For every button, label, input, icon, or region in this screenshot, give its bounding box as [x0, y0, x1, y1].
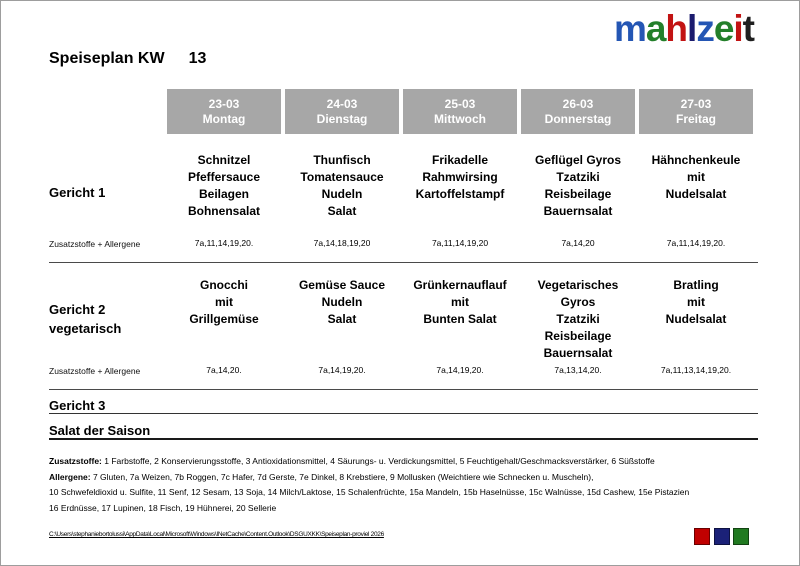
meal-cell: Thunfisch Tomatensauce Nudeln Salat — [300, 153, 384, 218]
allergene-label: Allergene: — [49, 471, 91, 482]
logo-letter: e — [713, 8, 735, 49]
allergen-cell: 7a,14,19,20. — [436, 365, 484, 375]
day-header-montag: 23-03 Montag — [167, 89, 281, 134]
meal-cell: Gnocchi mit Grillgemüse — [189, 278, 259, 326]
mahlzeit-logo: mahlzeit — [613, 7, 755, 51]
day-date: 25-03 — [444, 96, 476, 111]
section-divider — [49, 262, 758, 263]
page-title-label: Speiseplan KW — [49, 50, 165, 67]
meal-cell: Geflügel Gyros Tzatziki Reisbeilage Baue… — [534, 153, 622, 218]
salat-der-saison-label: Salat der Saison — [49, 423, 151, 438]
document-file-path: C:\Users\stephaniebortolussi\AppData\Loc… — [49, 531, 384, 538]
day-name: Freitag — [675, 111, 716, 126]
logo-letter: a — [645, 8, 667, 49]
allergen-cell: 7a,11,13,14,19,20. — [660, 365, 732, 375]
allergen-row-label: Zusatzstoffe + Allergene — [49, 366, 141, 376]
logo-letter: l — [687, 8, 697, 49]
day-header-dienstag: 24-03 Dienstag — [285, 89, 399, 134]
footer-square-red — [694, 528, 710, 545]
day-header-mittwoch: 25-03 Mittwoch — [403, 89, 517, 134]
allergen-cell: 7a,11,14,19,20. — [666, 238, 726, 248]
day-date: 27-03 — [680, 96, 712, 111]
logo-letter: i — [733, 8, 743, 49]
day-name: Donnerstag — [544, 111, 612, 126]
week-number: 13 — [188, 50, 207, 67]
meal-cell: Bratling mit Nudelsalat — [665, 278, 727, 326]
legend-line-allergene: Allergene: 7 Gluten, 7a Weizen, 7b Rogge… — [49, 470, 769, 486]
gericht1-label: Gericht 1 — [49, 185, 106, 200]
day-date: 26-03 — [562, 96, 594, 111]
salat-underline — [49, 438, 758, 440]
footer-square-blue — [714, 528, 730, 545]
allergen-cell: 7a,14,18,19,20 — [313, 238, 371, 248]
meal-cell: Frikadelle Rahmwirsing Kartoffelstampf — [415, 153, 505, 201]
logo-letter: h — [665, 8, 688, 49]
footer-square-green — [733, 528, 749, 545]
allergen-cell: 7a,14,20 — [561, 238, 595, 248]
allergen-cell: 7a,14,20. — [206, 365, 242, 375]
section-divider — [49, 389, 758, 390]
gericht3-underline — [49, 413, 758, 414]
allergen-cell: 7a,11,14,19,20 — [431, 238, 489, 248]
meal-cell: Hähnchenkeule mit Nudelsalat — [651, 153, 741, 201]
zusatzstoffe-text: 1 Farbstoffe, 2 Konservierungsstoffe, 3 … — [101, 456, 655, 466]
meal-cell: Schnitzel Pfeffersauce Beilagen Bohnensa… — [187, 153, 261, 218]
gericht2-label: Gericht 2 vegetarisch — [49, 302, 122, 336]
day-date: 24-03 — [326, 96, 358, 111]
allergen-cell: 7a,13,14,20. — [554, 365, 602, 375]
day-name: Mittwoch — [434, 111, 486, 126]
day-header-donnerstag: 26-03 Donnerstag — [521, 89, 635, 134]
legend-line-allergene-3: 16 Erdnüsse, 17 Lupinen, 18 Fisch, 19 Hü… — [49, 503, 277, 514]
meal-cell: Vegetarisches Gyros Tzatziki Reisbeilage… — [537, 278, 619, 360]
legend-line-allergene-2: 10 Schwefeldioxid u. Sulfite, 11 Senf, 1… — [49, 487, 690, 498]
day-header-freitag: 27-03 Freitag — [639, 89, 753, 134]
legend-line-zusatzstoffe: Zusatzstoffe: 1 Farbstoffe, 2 Konservier… — [49, 454, 769, 470]
day-name: Dienstag — [316, 111, 368, 126]
logo-letter: m — [613, 8, 647, 49]
allergene-text: 7 Gluten, 7a Weizen, 7b Roggen, 7c Hafer… — [90, 471, 594, 482]
logo-letter: z — [696, 8, 714, 49]
meal-cell: Gemüse Sauce Nudeln Salat — [298, 278, 386, 326]
allergen-row-label: Zusatzstoffe + Allergene — [49, 239, 141, 249]
day-name: Montag — [202, 111, 246, 126]
page-title: Speiseplan KW 13 — [49, 50, 206, 68]
gericht3-label: Gericht 3 — [49, 398, 106, 413]
logo-letter: t — [742, 8, 755, 49]
allergen-cell: 7a,11,14,19,20. — [194, 238, 254, 248]
zusatzstoffe-label: Zusatzstoffe: — [49, 456, 102, 466]
meal-cell: Grünkernauflauf mit Bunten Salat — [413, 278, 507, 326]
day-date: 23-03 — [208, 96, 240, 111]
allergen-cell: 7a,14,19,20. — [318, 365, 366, 375]
allergen-legend: Zusatzstoffe: 1 Farbstoffe, 2 Konservier… — [49, 454, 769, 517]
